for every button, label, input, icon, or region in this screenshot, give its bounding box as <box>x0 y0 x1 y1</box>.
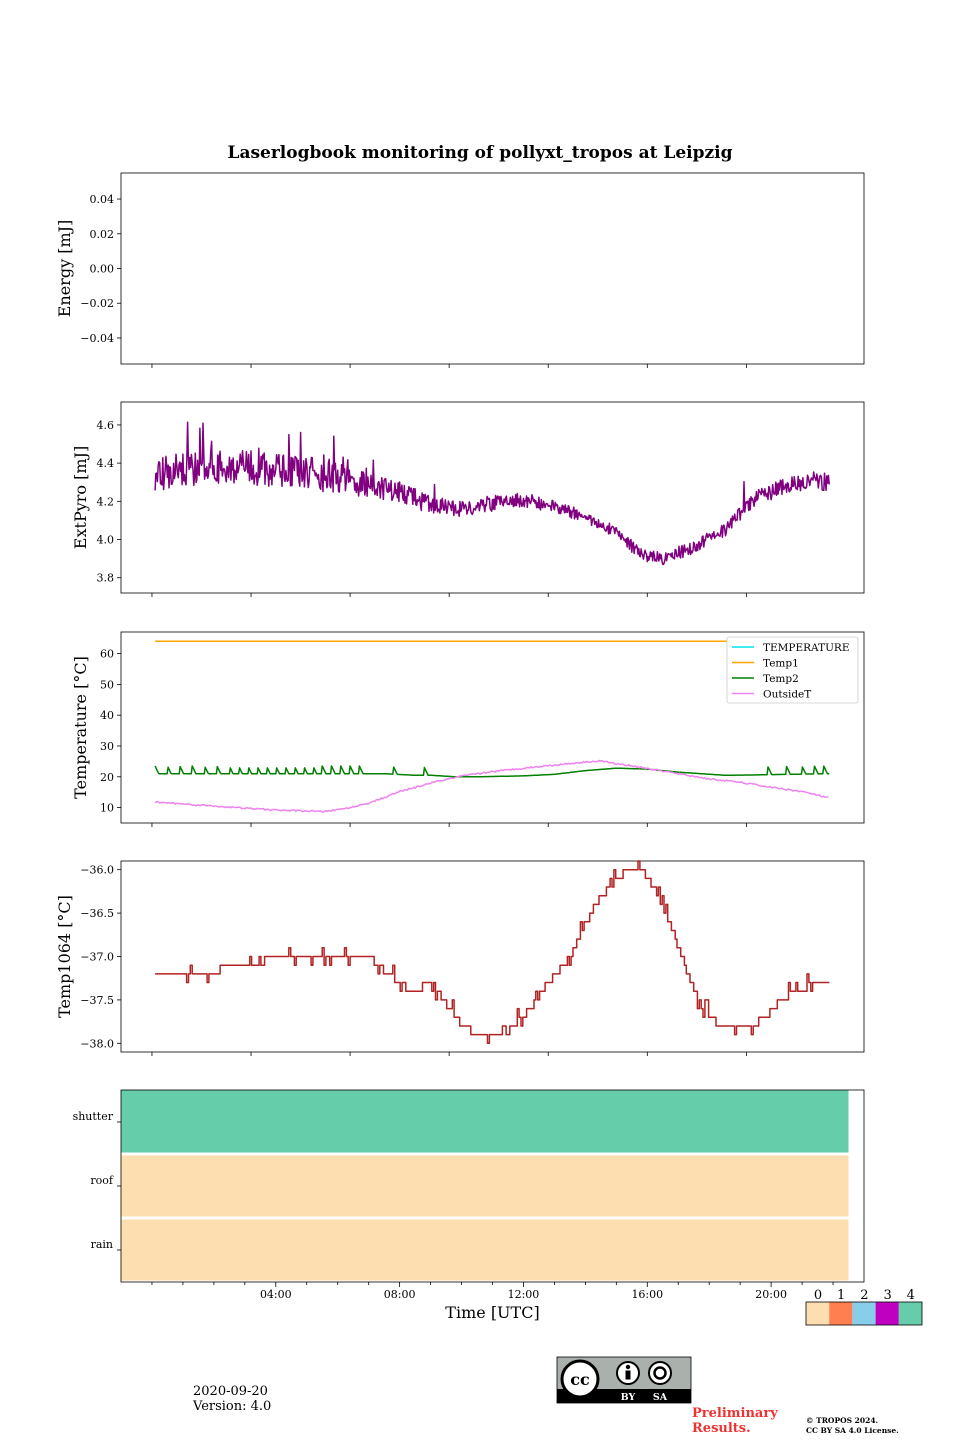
by-person-body <box>625 1370 631 1380</box>
panel-extpyro: 4.6 4.4 4.2 4.0 3.8 ExtPyro [mJ] <box>71 401 865 597</box>
sa-label: SA <box>653 1392 668 1403</box>
y-tick-label: 0.00 <box>90 263 115 276</box>
y-tick-label: 0.04 <box>90 193 115 206</box>
colorbar-label-1: 1 <box>837 1288 845 1303</box>
colorbar-cell-2 <box>852 1302 876 1325</box>
series-line-OutsideT <box>154 759 829 813</box>
y-tick-label: 20 <box>100 771 114 784</box>
y-tick-label: −37.5 <box>80 994 114 1007</box>
panel-status: shutter roof rain 04:00 08:00 12:00 16:00 20:00… <box>73 1089 865 1322</box>
y-tick-label: 40 <box>100 709 114 722</box>
y-tick-label: 4.4 <box>97 457 115 470</box>
y-axis-label: Temperature [°C] <box>71 656 90 799</box>
plot-frame <box>120 860 865 1053</box>
colorbar-cell-4 <box>898 1302 922 1325</box>
status-bar-shutter <box>121 1090 849 1153</box>
cc-text: cc <box>570 1370 590 1389</box>
y-tick-label: 3.8 <box>97 572 115 585</box>
preliminary-label: Preliminary Results. <box>692 1406 778 1436</box>
status-label-rain: rain <box>91 1238 113 1251</box>
status-label-shutter: shutter <box>73 1110 114 1123</box>
panel-temp1064: −36.0 −36.5 −37.0 −37.5 −38.0 Temp1064 [°C] <box>55 860 865 1056</box>
panel-energy: 0.04 0.02 0.00 −0.02 −0.04 Energy [mJ] <box>55 172 865 368</box>
legend-label-Temp2: Temp2 <box>763 673 799 685</box>
x-axis-label: Time [UTC] <box>445 1303 539 1322</box>
copyright-line-2: CC BY SA 4.0 License. <box>806 1426 899 1435</box>
status-bar-rain <box>121 1219 849 1281</box>
colorbar-frame <box>805 1301 923 1326</box>
chart-title: Laserlogbook monitoring of pollyxt_tropo… <box>227 143 732 163</box>
x-tick-label: 16:00 <box>631 1288 663 1301</box>
x-tick-label: 12:00 <box>508 1288 540 1301</box>
x-tick-label: 04:00 <box>260 1288 292 1301</box>
y-tick-label: 4.0 <box>97 534 115 547</box>
preliminary-line-2: Results. <box>692 1421 751 1436</box>
legend-label-TEMPERATURE: TEMPERATURE <box>763 642 850 654</box>
colorbar-cell-3 <box>875 1302 899 1325</box>
by-person-head <box>625 1364 631 1370</box>
colorbar-cell-0 <box>806 1302 830 1325</box>
y-tick-label: −38.0 <box>80 1037 114 1050</box>
colorbar-label-4: 4 <box>907 1288 915 1303</box>
colorbar-cell-1 <box>829 1302 853 1325</box>
y-axis-label: ExtPyro [mJ] <box>71 446 90 549</box>
status-bar-roof <box>121 1155 849 1217</box>
colorbar-label-0: 0 <box>814 1288 822 1303</box>
y-tick-label: −0.04 <box>80 332 114 345</box>
sa-arrow-ring <box>653 1366 667 1380</box>
legend-label-Temp1: Temp1 <box>763 658 799 670</box>
footer-version: Version: 4.0 <box>193 1399 272 1414</box>
status-label-roof: roof <box>90 1174 114 1187</box>
x-tick-label: 08:00 <box>384 1288 416 1301</box>
y-axis-label: Energy [mJ] <box>55 220 74 318</box>
y-tick-label: 10 <box>100 802 114 815</box>
copyright-notice: © TROPOS 2024. CC BY SA 4.0 License. <box>806 1416 899 1436</box>
cc-circle <box>560 1359 600 1399</box>
y-tick-label: −37.0 <box>80 951 114 964</box>
x-tick-label: 20:00 <box>755 1288 787 1301</box>
by-label: BY <box>621 1392 636 1403</box>
y-tick-label: 0.02 <box>90 228 115 241</box>
y-tick-label: −36.0 <box>80 864 114 877</box>
plot-frame <box>120 401 865 594</box>
footer-date-version: 2020-09-20 Version: 4.0 <box>193 1384 271 1414</box>
series-line-Temp1064 <box>155 860 830 1045</box>
preliminary-line-1: Preliminary <box>692 1406 778 1421</box>
y-tick-label: 4.6 <box>97 419 115 432</box>
plot-frame <box>120 631 865 824</box>
series-line-ExtPyro <box>154 421 830 566</box>
y-tick-label: 60 <box>100 648 114 661</box>
y-tick-label: −0.02 <box>80 297 114 310</box>
legend-label-OutsideT: OutsideT <box>763 689 811 701</box>
colorbar-label-3: 3 <box>883 1288 891 1303</box>
footer-date: 2020-09-20 <box>193 1384 268 1399</box>
cc-license-logo: cc BY SA <box>556 1356 692 1404</box>
y-tick-label: −36.5 <box>80 907 114 920</box>
copyright-line-1: © TROPOS 2024. <box>806 1416 879 1425</box>
legend-box <box>726 636 859 704</box>
legend: TEMPERATURE Temp1 Temp2 OutsideT <box>726 636 859 704</box>
y-tick-label: 30 <box>100 740 114 753</box>
colorbar-label-2: 2 <box>860 1288 868 1303</box>
y-tick-label: 4.2 <box>97 495 115 508</box>
series-line-Temp2 <box>154 765 830 778</box>
plot-frame <box>120 172 865 365</box>
sa-share-icon <box>648 1361 672 1385</box>
y-axis-label: Temp1064 [°C] <box>55 895 74 1018</box>
y-tick-label: 50 <box>100 678 114 691</box>
